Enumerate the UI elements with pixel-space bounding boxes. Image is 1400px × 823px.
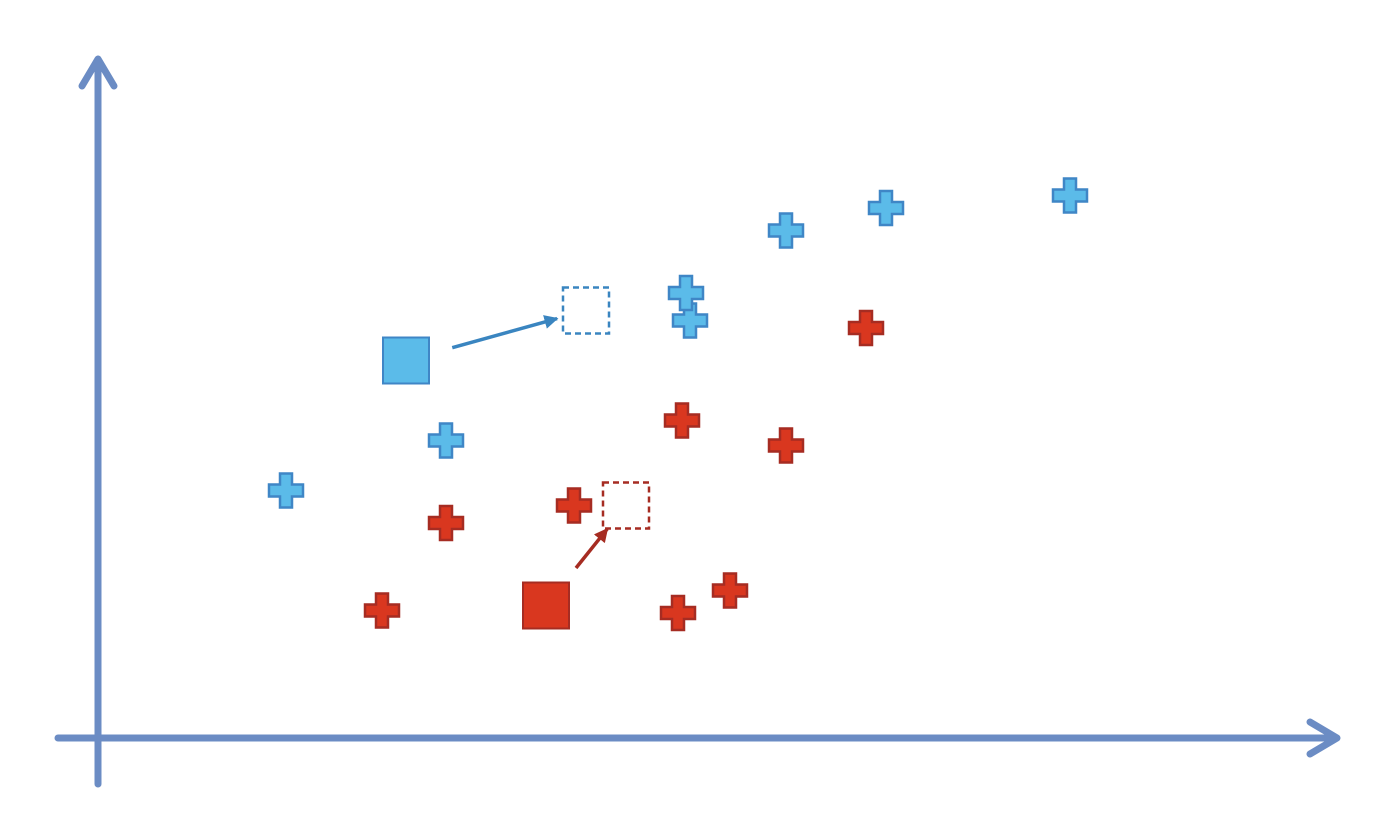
red-centroid-arrow <box>574 527 609 570</box>
red-point <box>767 427 805 464</box>
blue-point <box>1051 177 1089 214</box>
x-axis-arrowhead <box>1306 718 1341 758</box>
red-point <box>659 594 697 632</box>
blue-point <box>767 212 805 249</box>
red-point <box>427 504 465 542</box>
red-point <box>711 572 749 609</box>
blue-centroid-old <box>382 336 430 385</box>
red-point <box>663 402 701 439</box>
red-centroid-old <box>522 581 570 630</box>
blue-centroid-new <box>561 286 611 335</box>
y-axis-arrowhead <box>78 55 118 90</box>
blue-point <box>267 472 305 509</box>
blue-point <box>867 189 905 227</box>
data-points <box>267 177 1089 632</box>
blue-point <box>667 274 705 312</box>
centroids <box>382 286 651 630</box>
axes <box>54 55 1341 788</box>
red-point <box>555 487 593 524</box>
blue-point <box>427 422 465 459</box>
red-centroid-new <box>601 481 651 530</box>
blue-point <box>671 302 709 339</box>
centroid-shift-arrows <box>451 315 609 570</box>
blue-centroid-arrow <box>451 315 559 350</box>
red-point <box>363 592 401 629</box>
red-point <box>847 309 885 347</box>
